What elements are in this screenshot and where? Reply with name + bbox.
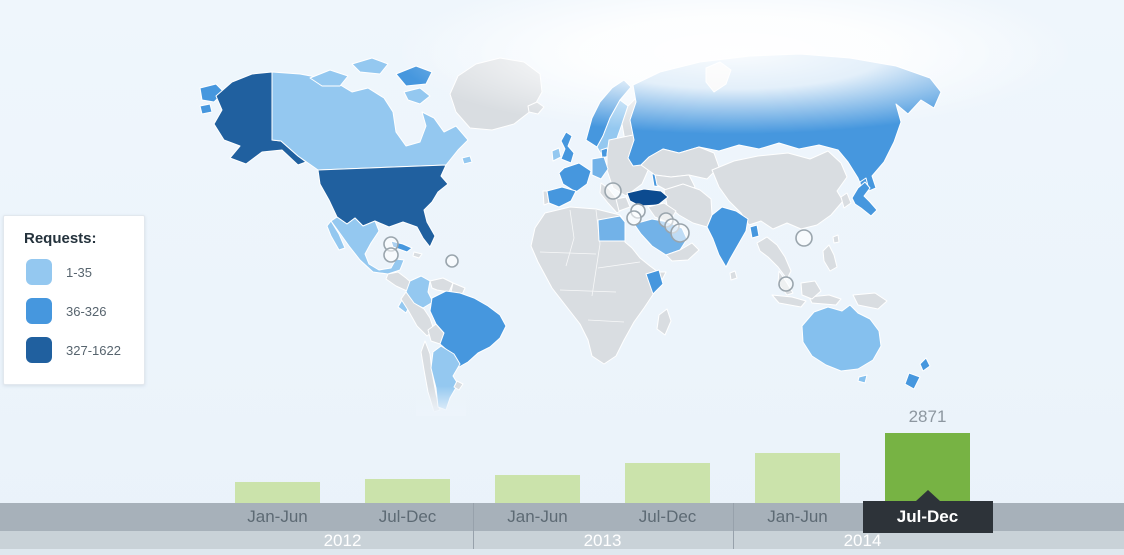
legend-row-low: 1-35 <box>26 259 144 285</box>
country-tasmania[interactable] <box>857 374 868 384</box>
country-ireland[interactable] <box>551 147 562 162</box>
country-borneo[interactable] <box>800 280 822 300</box>
country-new-zealand-north[interactable] <box>919 357 931 372</box>
legend-swatch-low <box>26 259 52 285</box>
period-tab-2013-jan-jun[interactable]: Jan-Jun <box>507 507 568 526</box>
country-java[interactable] <box>808 294 842 306</box>
country-arctic-island[interactable] <box>403 87 431 105</box>
country-bangladesh[interactable] <box>749 224 760 239</box>
legend-swatch-mid <box>26 298 52 324</box>
year-divider <box>472 503 474 549</box>
small-country-marker[interactable] <box>778 276 794 292</box>
year-label-2013: 2013 <box>583 531 622 550</box>
country-united-kingdom[interactable] <box>560 131 575 164</box>
year-divider <box>732 503 734 549</box>
country-papua-new-guinea[interactable] <box>852 292 888 310</box>
small-country-marker[interactable] <box>626 210 642 226</box>
country-canada[interactable] <box>271 71 469 171</box>
country-india[interactable] <box>706 206 749 268</box>
country-kenya[interactable] <box>645 269 664 295</box>
country-venezuela[interactable] <box>429 277 454 293</box>
small-country-marker[interactable] <box>445 254 459 268</box>
country-philippines[interactable] <box>822 244 838 272</box>
legend-label-high: 327-1622 <box>66 342 121 358</box>
small-country-markers <box>383 182 813 292</box>
legend-title: Requests: <box>24 230 97 247</box>
small-country-marker[interactable] <box>795 229 813 247</box>
country-france[interactable] <box>558 162 592 193</box>
country-southeast-asia[interactable] <box>756 236 792 280</box>
country-greenland[interactable] <box>449 57 543 131</box>
country-mexico[interactable] <box>330 216 405 275</box>
small-country-marker[interactable] <box>670 223 690 243</box>
country-south-korea[interactable] <box>840 192 852 209</box>
selected-period-notch-icon <box>915 490 940 501</box>
country-chukotka-fragment[interactable] <box>199 103 213 115</box>
year-label-2012: 2012 <box>323 531 362 550</box>
timeline-bar-2012-jul-dec[interactable] <box>365 479 450 503</box>
country-turkey[interactable] <box>626 188 669 207</box>
country-hispaniola[interactable] <box>412 251 423 259</box>
country-taiwan[interactable] <box>832 234 840 244</box>
small-country-marker[interactable] <box>383 247 399 263</box>
small-country-marker[interactable] <box>604 182 622 200</box>
country-arctic-island[interactable] <box>395 65 433 87</box>
country-australia[interactable] <box>801 304 882 372</box>
country-newfoundland[interactable] <box>461 155 473 165</box>
year-label-2014: 2014 <box>843 531 882 550</box>
country-yemen-oman[interactable] <box>665 242 700 262</box>
period-tab-2014-jan-jun[interactable]: Jan-Jun <box>767 507 828 526</box>
legend-row-mid: 36-326 <box>26 298 144 324</box>
selected-bar-value: 2871 <box>908 407 947 426</box>
timeline-bar-2013-jan-jun[interactable] <box>495 475 580 503</box>
legend-label-low: 1-35 <box>66 264 93 280</box>
legend-label-mid: 36-326 <box>66 303 107 319</box>
period-tab-2012-jan-jun[interactable]: Jan-Jun <box>247 507 308 526</box>
country-egypt[interactable] <box>597 215 626 242</box>
country-spain[interactable] <box>546 186 577 208</box>
country-baja-mexico[interactable] <box>326 220 346 251</box>
timeline-bar-2012-jan-jun[interactable] <box>235 482 320 503</box>
country-madagascar[interactable] <box>656 308 672 336</box>
country-sri-lanka[interactable] <box>729 270 738 281</box>
timeline-bar-2014-jan-jun[interactable] <box>755 453 840 503</box>
country-arctic-island[interactable] <box>351 57 389 75</box>
country-new-zealand-south[interactable] <box>904 372 921 390</box>
country-japan[interactable] <box>851 181 878 217</box>
country-brazil[interactable] <box>429 290 507 368</box>
africa-internal-borders <box>539 209 641 323</box>
period-tab-2012-jul-dec[interactable]: Jul-Dec <box>378 507 437 526</box>
legend-swatch-high <box>26 337 52 363</box>
requests-legend: Requests: 1-35 36-326 327-1622 <box>3 215 145 385</box>
period-tab-2014-jul-dec[interactable]: Jul-Dec <box>862 490 993 533</box>
timeline-bar-2013-jul-dec[interactable] <box>625 463 710 503</box>
country-sumatra[interactable] <box>771 294 807 308</box>
country-arctic-island[interactable] <box>309 69 349 87</box>
timeline-base-strip <box>0 549 1124 555</box>
timeline-year-band <box>0 531 1124 549</box>
country-germany[interactable] <box>591 156 609 180</box>
south-america-fade <box>416 386 466 416</box>
country-greece[interactable] <box>615 196 631 212</box>
legend-row-high: 327-1622 <box>26 337 144 363</box>
period-tab-2013-jul-dec[interactable]: Jul-Dec <box>638 507 697 526</box>
